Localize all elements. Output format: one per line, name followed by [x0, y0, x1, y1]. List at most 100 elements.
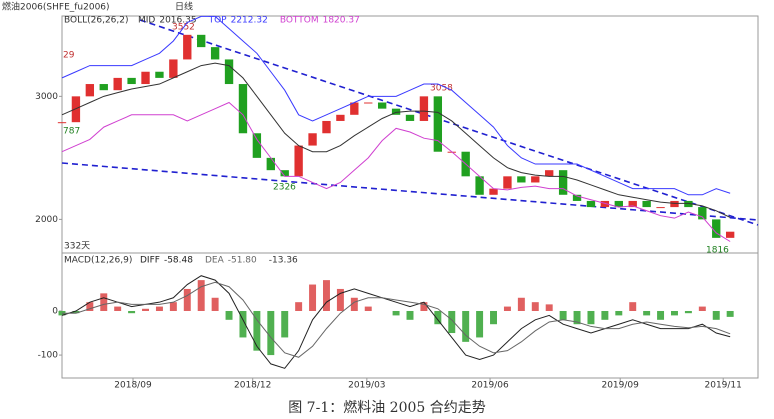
macd-bar — [169, 302, 177, 311]
macd-bar — [712, 310, 720, 320]
macd-bar — [197, 280, 205, 311]
macd-bar — [684, 310, 692, 314]
candle — [572, 194, 582, 201]
macd-bar — [615, 310, 623, 316]
candle — [433, 96, 443, 152]
candle — [475, 176, 484, 195]
y-tick-label: -100 — [38, 351, 59, 361]
macd-bar — [239, 310, 247, 338]
series-line — [61, 101, 731, 242]
candle — [725, 231, 735, 238]
legend-value: 1820.37 — [323, 16, 360, 26]
legend-value: -58.48 — [164, 256, 193, 266]
macd-bar — [448, 310, 456, 334]
boll-title: BOLL(26,26,2) — [64, 16, 129, 26]
candle — [531, 176, 540, 183]
candle — [545, 170, 554, 177]
macd-bar — [671, 310, 678, 316]
macd-title: MACD(12,26,9) — [64, 256, 132, 266]
series-line — [61, 62, 731, 218]
macd-bar — [392, 310, 400, 316]
macd-bar — [100, 293, 108, 311]
macd-bar — [142, 308, 149, 311]
candle — [628, 200, 637, 208]
x-tick-label: 2018/12 — [234, 381, 271, 391]
candle — [322, 120, 331, 134]
macd-bar — [629, 302, 637, 311]
candle — [600, 200, 610, 208]
candle — [113, 77, 122, 91]
y-tick-label: 2000 — [35, 215, 58, 225]
candle — [252, 133, 262, 158]
candle — [656, 207, 665, 209]
candle — [377, 102, 387, 109]
macd-bar — [657, 310, 665, 320]
candle — [266, 157, 275, 171]
x-tick-label: 2018/09 — [114, 381, 152, 391]
macd-bar — [295, 302, 303, 311]
period: 日线 — [175, 1, 193, 13]
macd-bar — [503, 306, 511, 311]
caption: 图 7-1：燃料油 2005 合约走势 — [288, 399, 486, 416]
candle — [169, 59, 178, 78]
y-tick-label: 0 — [52, 306, 58, 316]
macd-bar — [350, 297, 358, 311]
trend-line — [61, 162, 759, 221]
x-tick-label: 2019/09 — [601, 381, 639, 391]
x-tick-label: 2019/03 — [348, 381, 385, 391]
macd-bar — [323, 280, 330, 311]
candle — [586, 200, 596, 208]
macd-bar — [86, 302, 94, 311]
legend-value: -13.36 — [269, 256, 298, 266]
candle — [183, 34, 192, 60]
candle — [558, 170, 568, 195]
candle — [294, 145, 303, 177]
candle — [712, 219, 721, 238]
macd-bar — [434, 310, 442, 325]
macd-bar — [309, 284, 317, 311]
x-tick-label: 2019/06 — [471, 381, 509, 391]
x-tick-label: 2019/11 — [705, 381, 742, 391]
symbol: 燃油2006(SHFE_fu2006) — [2, 1, 110, 13]
legend-name: BOTTOM — [280, 16, 319, 26]
frame — [61, 15, 759, 379]
trend-line — [139, 19, 759, 226]
candle — [350, 102, 359, 115]
macd-bar — [281, 310, 289, 338]
candle — [210, 47, 220, 60]
annotation: 2326 — [273, 183, 296, 193]
macd-bar — [531, 302, 539, 311]
macd-bar — [72, 310, 80, 314]
macd-bar — [267, 310, 275, 356]
macd-bar — [517, 297, 525, 311]
macd-bar — [114, 306, 122, 311]
candle — [238, 84, 248, 134]
macd-bar — [253, 310, 261, 351]
legend-name: TOP — [208, 16, 228, 26]
candle — [489, 188, 498, 195]
annotation: 787 — [63, 127, 80, 137]
candle — [684, 200, 693, 208]
candle — [127, 77, 136, 85]
candle — [141, 71, 150, 85]
candle — [280, 170, 289, 177]
macd-bar — [490, 310, 497, 325]
series-line — [62, 281, 731, 358]
candle — [99, 84, 108, 91]
macd-bar — [225, 310, 233, 320]
legend-value: -51.80 — [228, 256, 257, 266]
macd-bar — [336, 288, 344, 311]
macd-bar — [601, 310, 609, 320]
macd-bar — [128, 310, 136, 314]
macd-bar — [545, 304, 553, 311]
candle — [71, 96, 81, 123]
candle — [364, 102, 373, 104]
macd-bar — [211, 297, 219, 311]
candle — [698, 207, 707, 220]
macd-bar — [587, 310, 595, 325]
annotation: 332天 — [64, 242, 90, 252]
candle — [405, 114, 415, 121]
macd-bar — [462, 310, 470, 342]
candle — [336, 114, 345, 121]
annotation: 3058 — [430, 84, 453, 94]
